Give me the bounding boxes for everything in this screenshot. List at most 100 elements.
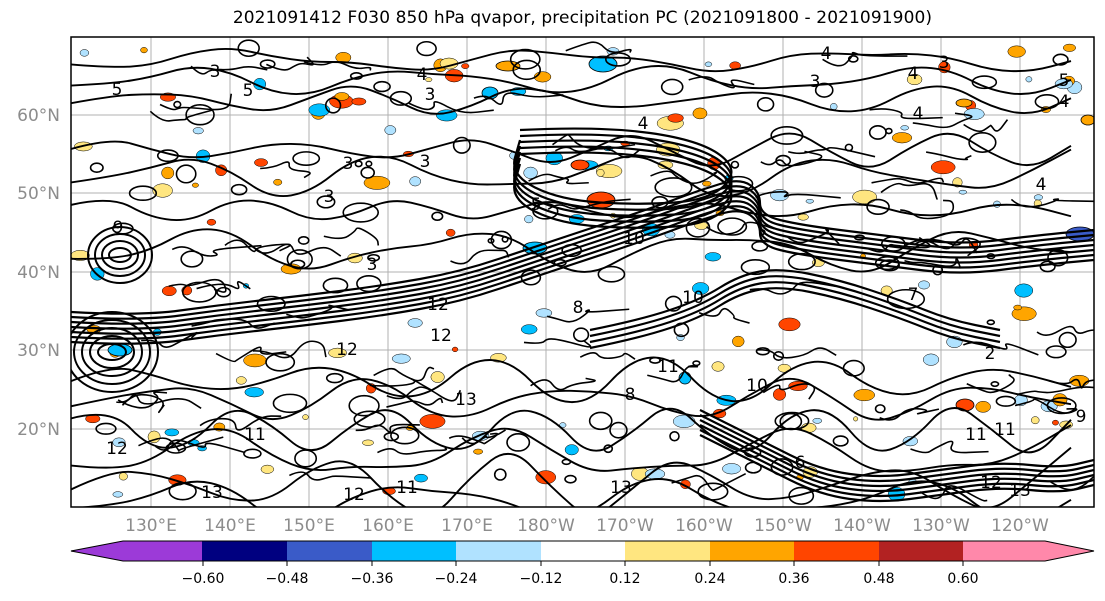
contour-line <box>565 41 632 54</box>
longitude-label: 170°E <box>441 516 493 536</box>
contour-line <box>365 160 373 167</box>
contour-label: 3 <box>420 152 431 172</box>
contour-line <box>513 151 733 229</box>
contour-line <box>1058 331 1077 349</box>
precip-anomaly-patch <box>328 347 347 358</box>
contour-line <box>926 151 972 161</box>
contour-label: 13 <box>455 390 477 410</box>
contour-line <box>501 235 509 243</box>
precip-anomaly-patch <box>702 180 712 187</box>
contour-line <box>487 237 495 244</box>
precip-anomaly-patch <box>902 436 918 447</box>
contour-label: 2 <box>985 344 996 364</box>
contour-line <box>788 486 815 505</box>
contour-line <box>81 327 143 377</box>
precip-anomaly-patch <box>963 108 985 120</box>
longitude-label: 140°E <box>204 516 256 536</box>
precip-anomaly-patch <box>535 470 556 485</box>
contour-line <box>325 372 344 384</box>
precip-anomaly-patch <box>235 376 247 385</box>
contour-line <box>509 48 541 70</box>
colorbar-tick-label: −0.24 <box>435 571 478 587</box>
colorbar-segment <box>879 541 963 561</box>
precip-anomaly-patch <box>1025 76 1033 83</box>
contour-line <box>697 482 729 501</box>
contour-line <box>751 240 769 252</box>
precip-anomaly-patch <box>692 107 708 120</box>
precip-anomaly-patch <box>1030 416 1040 425</box>
contour-line <box>919 485 988 502</box>
precip-anomaly-patch <box>391 353 411 364</box>
contour-line <box>121 393 165 414</box>
contour-line <box>770 458 794 476</box>
contour-line <box>762 383 816 400</box>
contour-line <box>561 458 572 466</box>
precip-anomaly-patch <box>778 317 801 332</box>
contour-line <box>89 335 135 369</box>
contour-line <box>190 65 268 75</box>
contour-line <box>452 136 471 154</box>
longitude-label: 150°W <box>754 516 812 536</box>
precip-anomaly-patch <box>334 92 350 101</box>
precip-anomaly-patch <box>812 417 823 424</box>
contour-line <box>609 421 628 439</box>
contour-line <box>603 444 614 454</box>
contour-label: 12 <box>106 439 128 459</box>
precip-anomaly-patch <box>152 183 173 198</box>
latitude-label: 30°N <box>17 341 60 361</box>
precip-anomaly-patch <box>244 387 264 398</box>
colorbar-tick-label: 0.36 <box>778 571 809 587</box>
contour-line <box>354 160 363 168</box>
colorbar-segment <box>710 541 794 561</box>
contour-line <box>324 97 342 114</box>
longitude-label: 170°W <box>596 516 654 536</box>
precip-anomaly-patch <box>930 160 956 175</box>
contour-label: 12 <box>336 340 358 360</box>
contour-line <box>589 275 1001 338</box>
contour-line <box>87 226 153 284</box>
contour-line <box>76 478 1072 507</box>
contour-line <box>71 65 1072 95</box>
contour-line <box>493 468 507 481</box>
contour-line <box>554 146 641 159</box>
colorbar: −0.60 −0.48 −0.36 −0.24 −0.12 0.12 0.24 0.36 0.4… <box>70 540 1095 587</box>
contour-line <box>175 164 197 184</box>
contour-line <box>692 360 701 367</box>
precip-anomaly-patch <box>722 463 742 475</box>
contour-line <box>879 407 940 421</box>
contour-line <box>1047 378 1094 389</box>
contour-line <box>654 177 693 198</box>
contour-line <box>553 258 567 267</box>
contour-line <box>854 234 865 241</box>
colorbar-segment <box>625 541 710 561</box>
contour-line <box>546 308 630 323</box>
contour-line <box>1052 53 1069 66</box>
contour-line <box>699 434 1094 503</box>
precip-anomaly-patch <box>520 324 538 335</box>
precip-anomaly-patch <box>588 55 618 73</box>
precip-anomaly-patch <box>414 473 428 483</box>
precip-anomaly-patch <box>1011 306 1037 321</box>
contour-line <box>1016 386 1094 396</box>
contour-line <box>513 133 733 211</box>
contour-label: 3 <box>810 72 821 92</box>
contour-line <box>605 52 632 67</box>
contour-line <box>168 482 197 501</box>
colorbar-segment <box>202 541 287 561</box>
contour-label: 11 <box>657 357 679 377</box>
precip-anomaly-patch <box>495 60 521 72</box>
contour-label: 4 <box>1036 175 1047 195</box>
precip-anomaly-patch <box>570 159 590 171</box>
contour-line <box>886 288 926 310</box>
contour-line <box>71 356 1072 404</box>
precip-anomaly-patch <box>243 353 267 368</box>
contour-line <box>386 386 462 402</box>
contour-line <box>353 410 386 428</box>
colorbar-tick-label: 0.48 <box>863 571 894 587</box>
precip-anomaly-patch <box>853 389 875 402</box>
contour-line <box>651 196 669 209</box>
contour-line <box>671 472 747 491</box>
precip-anomaly-patch <box>891 132 913 144</box>
contour-line <box>699 429 1094 498</box>
